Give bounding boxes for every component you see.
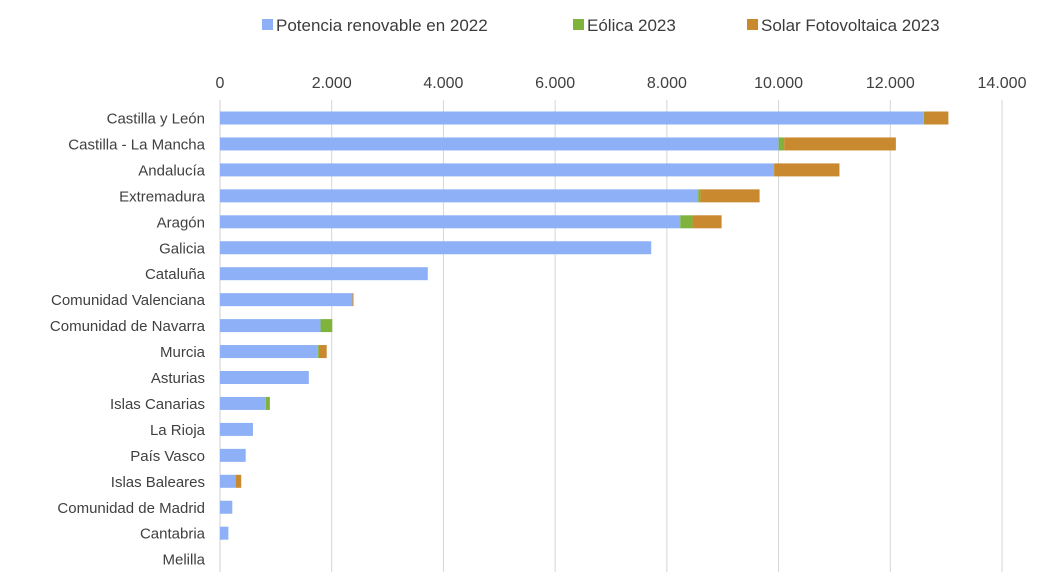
bar-segment-islas-canarias-eolica-2023	[265, 396, 270, 410]
bar-segment-extremadura-potencia-renovable-en-2022	[220, 189, 699, 203]
legend-label-eolica-2023: Eólica 2023	[587, 16, 676, 35]
category-label-comunidad-de-madrid: Comunidad de Madrid	[57, 500, 205, 517]
bar-segment-murcia-eolica-2023	[317, 345, 319, 359]
bar-segment-cataluna-potencia-renovable-en-2022	[220, 267, 428, 281]
bar-row-comunidad-de-navarra	[220, 319, 333, 333]
legend-label-potencia-renovable-en-2022: Potencia renovable en 2022	[276, 16, 488, 35]
bar-segment-comunidad-de-navarra-potencia-renovable-en-2022	[220, 319, 321, 333]
x-tick-label-8000: 8.000	[647, 75, 687, 92]
x-tick-label-4000: 4.000	[423, 75, 463, 92]
bar-row-islas-baleares	[220, 474, 242, 488]
bar-row-castilla-y-leon	[220, 111, 949, 125]
category-label-comunidad-valenciana: Comunidad Valenciana	[51, 292, 206, 309]
category-label-comunidad-de-navarra: Comunidad de Navarra	[50, 318, 206, 335]
bar-row-cantabria	[220, 526, 229, 540]
bar-row-cataluna	[220, 267, 428, 281]
category-label-castilla-la-mancha: Castilla - La Mancha	[68, 136, 205, 153]
bar-segment-comunidad-de-navarra-eolica-2023	[320, 319, 333, 333]
bar-row-comunidad-valenciana	[220, 293, 354, 307]
category-label-cataluna: Cataluña	[145, 266, 206, 283]
category-label-islas-canarias: Islas Canarias	[110, 396, 205, 413]
bar-segment-castilla-y-leon-eolica-2023	[923, 111, 925, 125]
category-label-andalucia: Andalucía	[138, 162, 205, 179]
bar-segment-extremadura-eolica-2023	[698, 189, 701, 203]
bar-segment-asturias-potencia-renovable-en-2022	[220, 371, 309, 384]
bar-segment-comunidad-valenciana-solar-fotovoltaica-2023	[352, 293, 354, 307]
x-tick-label-14000: 14.000	[978, 75, 1027, 92]
bar-segment-castilla-la-mancha-eolica-2023	[778, 137, 785, 151]
bar-segment-murcia-potencia-renovable-en-2022	[220, 345, 318, 359]
legend-swatch-solar-fotovoltaica-2023	[747, 19, 758, 30]
legend: Potencia renovable en 2022 Eólica 2023 Sol…	[262, 16, 940, 35]
bar-segment-pais-vasco-potencia-renovable-en-2022	[220, 448, 246, 462]
bar-segment-aragon-solar-fotovoltaica-2023	[692, 215, 722, 229]
bars	[220, 111, 949, 540]
category-label-castilla-y-leon: Castilla y León	[107, 111, 205, 128]
bar-segment-aragon-potencia-renovable-en-2022	[220, 215, 681, 229]
legend-item-solar-fotovoltaica-2023: Solar Fotovoltaica 2023	[747, 16, 940, 35]
bar-segment-andalucia-potencia-renovable-en-2022	[220, 163, 775, 177]
x-tick-label-0: 0	[216, 75, 225, 92]
category-label-islas-baleares: Islas Baleares	[111, 474, 205, 491]
grid	[219, 100, 1003, 572]
bar-row-murcia	[220, 345, 327, 359]
bar-row-aragon	[220, 215, 722, 229]
bar-row-galicia	[220, 241, 652, 255]
x-axis-ticks: 0 2.000 4.000 6.000 8.000 10.000 12.000 14.000	[216, 75, 1027, 92]
bar-segment-castilla-la-mancha-potencia-renovable-en-2022	[220, 137, 779, 151]
category-label-pais-vasco: País Vasco	[130, 448, 205, 465]
bar-row-asturias	[220, 371, 309, 384]
legend-swatch-eolica-2023	[573, 19, 584, 30]
bar-segment-extremadura-solar-fotovoltaica-2023	[700, 189, 760, 203]
bar-segment-islas-baleares-potencia-renovable-en-2022	[220, 474, 236, 488]
bar-row-comunidad-de-madrid	[220, 500, 233, 514]
bar-row-la-rioja	[220, 422, 253, 436]
x-tick-label-12000: 12.000	[866, 75, 915, 92]
x-tick-label-10000: 10.000	[754, 75, 803, 92]
bar-segment-murcia-solar-fotovoltaica-2023	[318, 345, 327, 359]
x-tick-label-2000: 2.000	[312, 75, 352, 92]
bar-segment-comunidad-de-madrid-potencia-renovable-en-2022	[220, 500, 233, 514]
category-label-galicia: Galicia	[159, 240, 206, 257]
legend-label-solar-fotovoltaica-2023: Solar Fotovoltaica 2023	[761, 16, 940, 35]
category-label-cantabria: Cantabria	[140, 526, 206, 543]
bar-segment-la-rioja-potencia-renovable-en-2022	[220, 422, 253, 436]
bar-row-castilla-la-mancha	[220, 137, 896, 151]
category-label-aragon: Aragón	[157, 214, 205, 231]
bar-segment-cantabria-potencia-renovable-en-2022	[220, 526, 229, 540]
bar-segment-aragon-eolica-2023	[680, 215, 693, 229]
category-label-asturias: Asturias	[151, 370, 205, 387]
legend-item-eolica-2023: Eólica 2023	[573, 16, 676, 35]
bar-segment-islas-baleares-solar-fotovoltaica-2023	[235, 474, 242, 488]
legend-swatch-potencia-renovable-en-2022	[262, 19, 273, 30]
bar-segment-comunidad-valenciana-potencia-renovable-en-2022	[220, 293, 353, 307]
category-label-murcia: Murcia	[160, 344, 206, 361]
bar-segment-islas-canarias-potencia-renovable-en-2022	[220, 396, 266, 410]
bar-row-pais-vasco	[220, 448, 246, 462]
legend-item-potencia-renovable-en-2022: Potencia renovable en 2022	[262, 16, 488, 35]
category-label-la-rioja: La Rioja	[150, 422, 206, 439]
bar-row-extremadura	[220, 189, 760, 203]
bar-segment-galicia-potencia-renovable-en-2022	[220, 241, 652, 255]
category-label-melilla: Melilla	[162, 552, 205, 569]
y-axis-categories: Castilla y León Castilla - La Mancha Andal…	[50, 111, 206, 569]
bar-row-islas-canarias	[220, 396, 270, 410]
bar-segment-castilla-y-leon-potencia-renovable-en-2022	[220, 111, 924, 125]
bar-segment-castilla-y-leon-solar-fotovoltaica-2023	[924, 111, 949, 125]
category-label-extremadura: Extremadura	[119, 188, 206, 205]
bar-segment-islas-canarias-solar-fotovoltaica-2023	[269, 396, 270, 410]
bar-segment-andalucia-solar-fotovoltaica-2023	[774, 163, 840, 177]
bar-row-andalucia	[220, 163, 840, 177]
x-tick-label-6000: 6.000	[535, 75, 575, 92]
bar-segment-castilla-la-mancha-solar-fotovoltaica-2023	[784, 137, 896, 151]
